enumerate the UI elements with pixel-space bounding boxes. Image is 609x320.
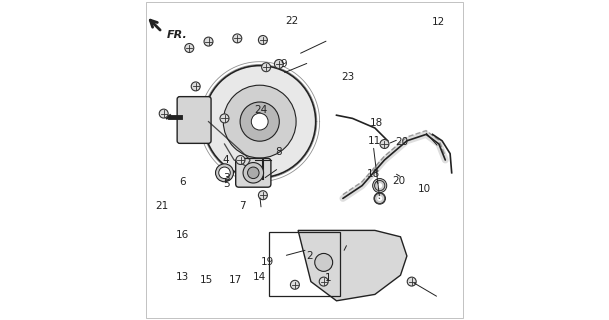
Text: 20: 20	[395, 137, 409, 148]
Bar	[269, 232, 340, 296]
Circle shape	[377, 196, 382, 201]
Circle shape	[224, 85, 296, 158]
Circle shape	[377, 183, 382, 188]
Circle shape	[374, 193, 385, 204]
Circle shape	[204, 37, 213, 46]
Circle shape	[262, 63, 270, 72]
Text: 19: 19	[261, 257, 274, 268]
Circle shape	[191, 82, 200, 91]
Text: 18: 18	[367, 169, 380, 180]
FancyBboxPatch shape	[236, 158, 271, 187]
Circle shape	[378, 183, 382, 188]
Text: 17: 17	[229, 275, 242, 285]
Text: 18: 18	[370, 118, 383, 128]
Circle shape	[216, 164, 233, 182]
Text: 7: 7	[239, 201, 245, 212]
Circle shape	[258, 36, 267, 44]
Circle shape	[258, 191, 267, 200]
Circle shape	[252, 113, 268, 130]
Circle shape	[159, 109, 168, 118]
Circle shape	[380, 140, 389, 148]
Circle shape	[290, 280, 300, 289]
Circle shape	[319, 277, 328, 286]
Text: 20: 20	[392, 176, 406, 186]
Circle shape	[219, 167, 230, 179]
Circle shape	[407, 277, 416, 286]
Text: 5: 5	[223, 179, 230, 189]
Text: 23: 23	[341, 72, 354, 82]
Text: 10: 10	[418, 184, 431, 194]
Circle shape	[375, 180, 385, 191]
Circle shape	[220, 114, 229, 123]
Circle shape	[373, 179, 387, 193]
Circle shape	[275, 60, 283, 68]
Circle shape	[247, 167, 259, 179]
Circle shape	[203, 66, 315, 178]
Text: 12: 12	[432, 17, 446, 28]
Text: 13: 13	[176, 272, 189, 282]
Circle shape	[315, 253, 333, 271]
Text: 8: 8	[276, 147, 282, 157]
FancyBboxPatch shape	[177, 97, 211, 143]
Circle shape	[243, 163, 264, 183]
Text: 11: 11	[368, 136, 381, 146]
Circle shape	[233, 34, 242, 43]
Circle shape	[240, 102, 280, 141]
Circle shape	[375, 193, 385, 204]
Text: 22: 22	[285, 16, 298, 26]
Text: 1: 1	[325, 273, 332, 284]
Text: 3: 3	[223, 172, 230, 183]
Circle shape	[376, 195, 383, 202]
Text: 16: 16	[176, 230, 189, 240]
Text: 21: 21	[155, 201, 169, 212]
Circle shape	[375, 181, 384, 190]
Text: 14: 14	[253, 272, 266, 282]
Text: FR.: FR.	[167, 30, 188, 40]
Circle shape	[236, 156, 245, 164]
Text: 15: 15	[200, 275, 214, 285]
Polygon shape	[298, 230, 407, 301]
Text: 9: 9	[280, 59, 287, 69]
Text: 6: 6	[180, 177, 186, 188]
Text: 2: 2	[306, 251, 312, 261]
Text: 4: 4	[223, 155, 230, 165]
Circle shape	[185, 44, 194, 52]
Text: 24: 24	[255, 105, 268, 116]
